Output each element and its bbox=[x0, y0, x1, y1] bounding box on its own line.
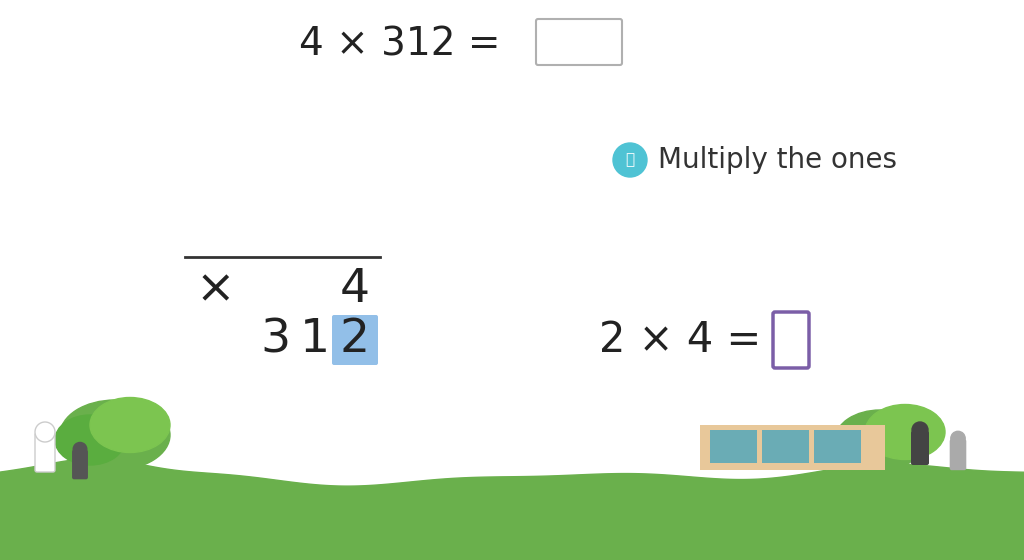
FancyBboxPatch shape bbox=[773, 312, 809, 368]
Circle shape bbox=[35, 422, 55, 442]
Text: 1: 1 bbox=[300, 318, 330, 362]
Ellipse shape bbox=[90, 398, 170, 452]
FancyBboxPatch shape bbox=[949, 439, 967, 470]
Text: 4 × 312 =: 4 × 312 = bbox=[299, 26, 501, 64]
Ellipse shape bbox=[55, 415, 125, 465]
FancyBboxPatch shape bbox=[536, 19, 622, 65]
Circle shape bbox=[912, 422, 928, 438]
Circle shape bbox=[613, 143, 647, 177]
Text: 2 × 4 =: 2 × 4 = bbox=[599, 319, 761, 361]
Text: 2: 2 bbox=[340, 318, 370, 362]
Text: 3: 3 bbox=[260, 318, 290, 362]
FancyBboxPatch shape bbox=[911, 431, 929, 465]
FancyBboxPatch shape bbox=[814, 430, 861, 463]
Text: Multiply the ones: Multiply the ones bbox=[658, 146, 897, 174]
Ellipse shape bbox=[835, 410, 925, 470]
FancyBboxPatch shape bbox=[35, 433, 55, 472]
FancyBboxPatch shape bbox=[332, 315, 378, 365]
FancyBboxPatch shape bbox=[700, 425, 885, 470]
FancyBboxPatch shape bbox=[72, 450, 88, 479]
Text: 🔊: 🔊 bbox=[626, 152, 635, 167]
FancyBboxPatch shape bbox=[710, 430, 757, 463]
Text: ×: × bbox=[196, 268, 234, 312]
FancyBboxPatch shape bbox=[762, 430, 809, 463]
Circle shape bbox=[73, 442, 87, 456]
Circle shape bbox=[951, 431, 966, 446]
Ellipse shape bbox=[60, 400, 170, 470]
Text: 4: 4 bbox=[340, 268, 370, 312]
Ellipse shape bbox=[865, 404, 945, 460]
